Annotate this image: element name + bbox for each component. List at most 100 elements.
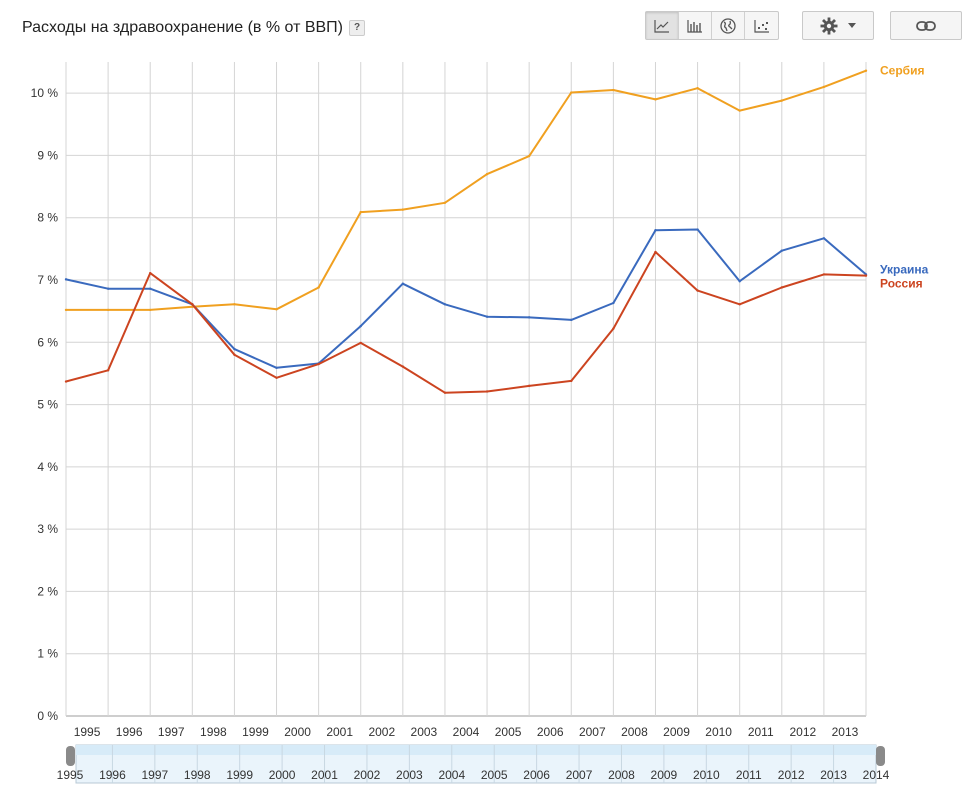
data-point[interactable] [654,98,657,101]
range-tick-label: 1996 [99,768,126,782]
series-label: Сербия [880,64,924,78]
data-point[interactable] [443,391,447,394]
data-point[interactable] [275,308,278,311]
data-point[interactable] [696,228,699,231]
series-label: Украина [880,262,929,276]
x-tick-label: 2010 [705,725,732,739]
x-tick-label: 1996 [116,725,143,739]
data-point[interactable] [149,271,152,275]
range-tick-label: 2000 [269,768,296,782]
link-icon [916,20,936,31]
data-point[interactable] [149,287,152,290]
y-tick-label: 2 % [37,584,58,598]
range-slider-band [76,745,876,755]
data-point[interactable] [780,99,783,102]
y-tick-label: 4 % [37,460,58,474]
data-point[interactable] [149,308,152,312]
data-point[interactable] [527,154,531,158]
data-point[interactable] [106,308,110,312]
line-chart-button[interactable] [646,12,679,39]
share-link-button[interactable] [890,11,962,40]
range-tick-label: 2010 [693,768,720,782]
data-point[interactable] [443,201,447,204]
bar-chart-button[interactable] [679,12,712,39]
y-tick-label: 7 % [37,273,58,287]
data-point[interactable] [696,86,699,90]
data-point[interactable] [780,286,783,289]
x-tick-label: 1995 [74,725,101,739]
data-point[interactable] [275,376,278,379]
data-point[interactable] [233,347,236,351]
series-line-3[interactable] [65,251,867,394]
bar-chart-icon [687,19,702,33]
range-tick-label: 2008 [608,768,635,782]
data-point[interactable] [570,379,573,383]
data-point[interactable] [64,278,68,281]
data-point[interactable] [864,69,868,72]
x-tick-label: 2006 [537,725,564,739]
data-point[interactable] [401,365,405,368]
data-point[interactable] [443,303,447,306]
gear-icon [820,17,838,34]
data-point[interactable] [612,301,615,305]
data-point[interactable] [191,303,194,306]
data-point[interactable] [106,369,110,372]
data-point[interactable] [864,274,868,277]
data-point[interactable] [64,308,68,312]
scatter-chart-button[interactable] [745,12,778,39]
data-point[interactable] [527,316,531,319]
data-point[interactable] [822,273,826,276]
range-handle-right[interactable] [876,746,885,766]
data-point[interactable] [738,109,741,112]
x-tick-label: 2000 [284,725,311,739]
data-point[interactable] [401,208,405,211]
data-point[interactable] [654,250,657,254]
data-point[interactable] [612,88,615,92]
data-point[interactable] [359,324,362,328]
range-tick-label: 2002 [354,768,381,782]
scatter-chart-icon [753,19,769,33]
data-point[interactable] [317,286,320,289]
data-point[interactable] [64,380,68,383]
data-point[interactable] [822,237,826,240]
data-point[interactable] [233,303,236,306]
y-tick-label: 1 % [37,647,58,661]
data-point[interactable] [527,384,531,388]
data-point[interactable] [654,228,657,232]
y-tick-label: 3 % [37,522,58,536]
data-point[interactable] [359,341,362,345]
data-point[interactable] [485,390,489,393]
data-point[interactable] [485,315,489,318]
data-point[interactable] [317,362,320,366]
y-tick-label: 0 % [37,709,58,723]
globe-icon [720,17,736,34]
chart-title-container: Расходы на здравоохранение (в % от ВВП) … [22,19,366,37]
x-tick-label: 2003 [411,725,438,739]
settings-menu-button[interactable] [802,11,874,40]
data-point[interactable] [738,303,741,306]
data-point[interactable] [106,287,110,290]
data-point[interactable] [612,327,615,330]
help-icon[interactable]: ? [349,20,366,36]
y-tick-label: 9 % [37,148,58,162]
x-tick-label: 2011 [748,725,774,739]
x-tick-label: 2009 [663,725,690,739]
x-tick-label: 2004 [453,725,480,739]
data-point[interactable] [696,289,699,292]
range-handle-left[interactable] [66,746,75,766]
data-point[interactable] [233,353,236,356]
x-tick-label: 2005 [495,725,522,739]
data-point[interactable] [485,172,489,176]
data-point[interactable] [359,210,362,214]
data-point[interactable] [570,318,573,322]
data-point[interactable] [570,91,573,94]
data-point[interactable] [822,85,826,89]
data-point[interactable] [401,282,405,285]
range-tick-label: 2007 [566,768,593,782]
series-line-1[interactable] [66,69,867,311]
data-point[interactable] [275,366,278,370]
data-point[interactable] [780,249,783,252]
map-button[interactable] [712,12,745,39]
range-tick-label: 2013 [820,768,847,782]
data-point[interactable] [738,280,741,283]
